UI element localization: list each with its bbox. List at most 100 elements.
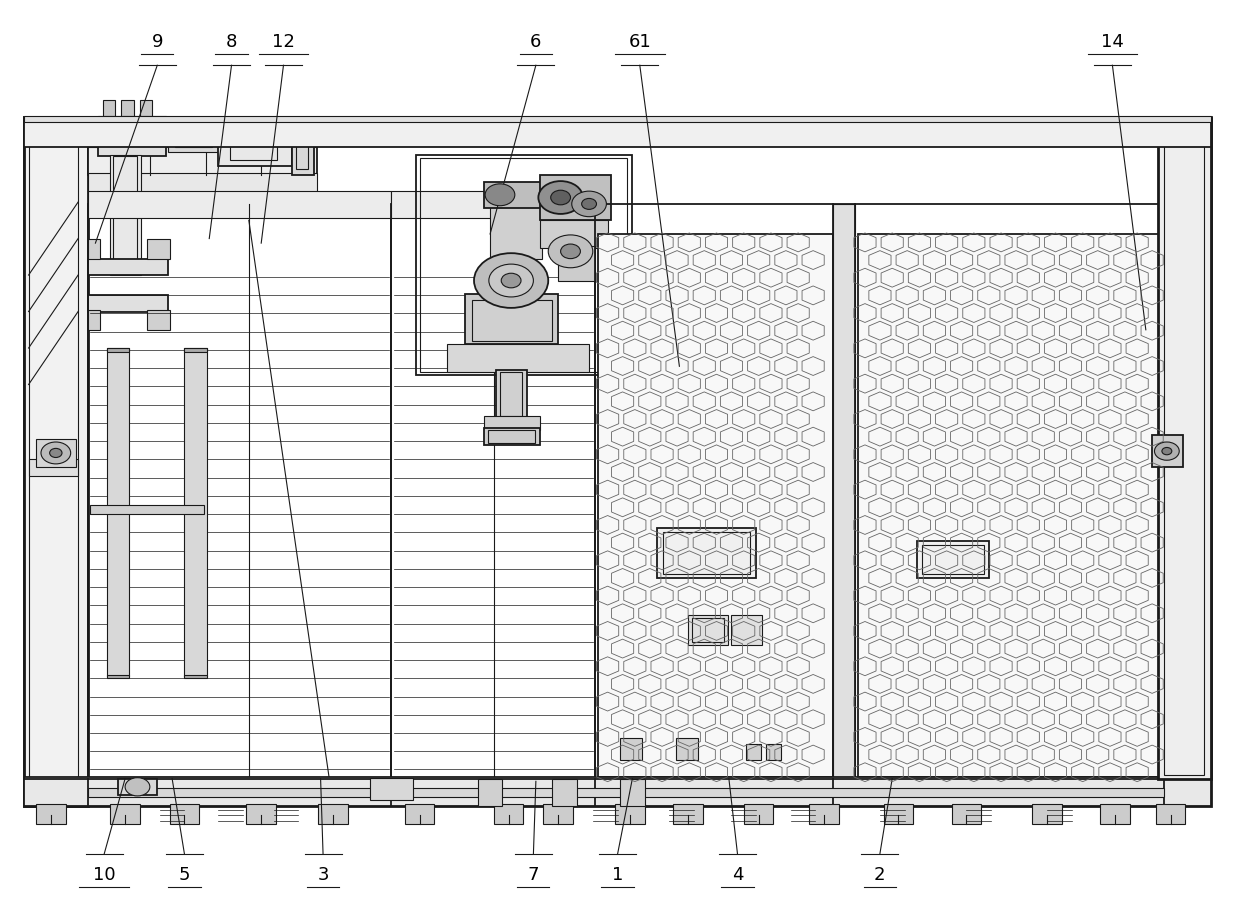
Bar <box>88 147 317 175</box>
Circle shape <box>485 184 515 206</box>
Bar <box>29 131 78 797</box>
Bar <box>543 804 573 824</box>
Circle shape <box>582 199 596 210</box>
Bar <box>620 737 642 760</box>
Text: 4: 4 <box>732 867 743 884</box>
Bar <box>446 344 589 371</box>
Bar <box>484 415 539 430</box>
Bar <box>88 296 169 311</box>
Bar <box>419 158 627 371</box>
Text: 1: 1 <box>611 867 624 884</box>
Bar <box>477 779 502 806</box>
Bar <box>24 777 1211 806</box>
Bar <box>88 191 391 219</box>
Bar <box>148 309 170 329</box>
Circle shape <box>548 235 593 268</box>
Bar <box>113 156 138 271</box>
Circle shape <box>489 264 533 297</box>
Bar <box>24 116 1211 122</box>
Bar <box>404 804 434 824</box>
Bar <box>110 804 140 824</box>
Text: 3: 3 <box>317 867 329 884</box>
Bar <box>91 505 205 514</box>
Bar <box>484 182 543 208</box>
Bar <box>921 545 983 575</box>
Bar <box>218 131 293 166</box>
Bar <box>539 175 611 221</box>
Bar <box>500 371 522 415</box>
Text: 2: 2 <box>874 867 885 884</box>
Bar <box>110 155 141 275</box>
Bar <box>88 140 317 147</box>
Circle shape <box>50 448 62 458</box>
Bar <box>676 737 698 760</box>
Bar <box>170 804 200 824</box>
Text: 8: 8 <box>226 34 237 51</box>
Bar <box>107 348 129 676</box>
Bar <box>122 100 134 116</box>
Bar <box>833 204 856 779</box>
Circle shape <box>572 191 606 217</box>
Text: 7: 7 <box>528 867 539 884</box>
Circle shape <box>1154 442 1179 460</box>
Bar <box>494 804 523 824</box>
Bar <box>951 804 981 824</box>
Bar <box>88 173 317 193</box>
Bar <box>88 259 169 275</box>
Bar <box>673 804 703 824</box>
Bar <box>598 234 833 777</box>
Bar <box>766 744 781 760</box>
Bar <box>148 239 170 259</box>
Bar <box>88 309 100 329</box>
Bar <box>103 100 115 116</box>
Text: 61: 61 <box>629 34 651 51</box>
Bar <box>118 779 157 795</box>
Text: 12: 12 <box>272 34 295 51</box>
Bar <box>471 300 552 340</box>
Bar <box>247 804 277 824</box>
Bar <box>391 204 595 779</box>
Bar <box>98 116 166 127</box>
Bar <box>539 221 608 248</box>
Bar <box>1152 435 1183 467</box>
Bar <box>558 246 595 281</box>
Bar <box>465 295 558 344</box>
Bar <box>185 674 207 678</box>
Bar <box>1158 118 1211 779</box>
Bar <box>657 528 756 578</box>
Circle shape <box>501 274 521 288</box>
Bar <box>391 191 595 219</box>
Bar <box>107 674 129 678</box>
Bar <box>732 615 763 644</box>
Circle shape <box>41 442 71 464</box>
Bar <box>415 155 632 375</box>
Bar <box>36 439 76 467</box>
Bar <box>1100 804 1130 824</box>
Bar <box>140 100 153 116</box>
Bar <box>1032 804 1061 824</box>
Bar <box>688 615 728 644</box>
Bar <box>185 348 207 676</box>
Circle shape <box>1162 447 1172 455</box>
Bar <box>29 459 78 476</box>
Bar <box>370 778 413 800</box>
Circle shape <box>474 253 548 307</box>
Text: 5: 5 <box>179 867 190 884</box>
Bar <box>107 348 129 351</box>
Bar <box>98 127 166 156</box>
Circle shape <box>125 778 150 796</box>
Bar <box>231 137 278 160</box>
Bar <box>692 618 724 641</box>
Circle shape <box>551 190 570 205</box>
Bar <box>24 117 88 806</box>
Bar <box>175 135 212 147</box>
Text: 9: 9 <box>151 34 162 51</box>
Bar <box>88 239 100 259</box>
Bar <box>1156 804 1185 824</box>
Bar <box>615 804 645 824</box>
Bar <box>620 779 645 806</box>
Bar <box>884 804 913 824</box>
Bar <box>744 804 774 824</box>
Bar <box>319 804 347 824</box>
Bar <box>293 122 315 175</box>
